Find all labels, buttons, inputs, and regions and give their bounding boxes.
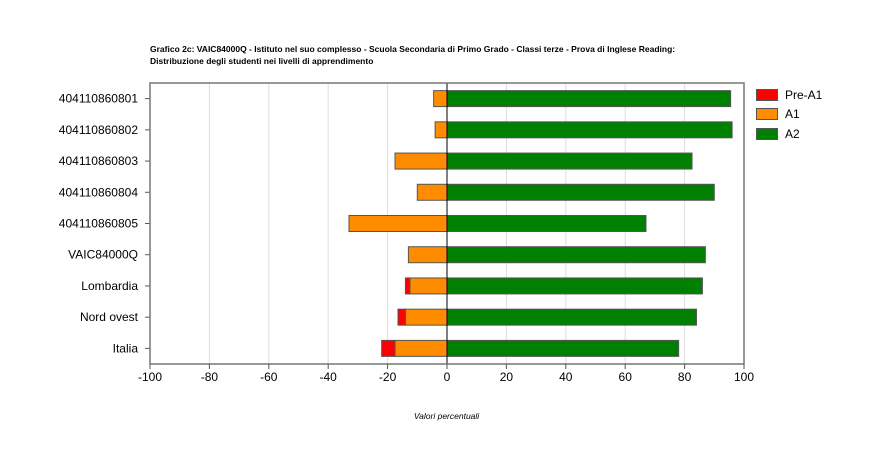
category-label: 404110860805 (59, 217, 139, 231)
bar-a1 (433, 90, 448, 108)
bar-a2 (446, 308, 697, 326)
legend-item-a2: A2 (756, 124, 822, 144)
bar-a2 (446, 90, 732, 108)
category-label: Nord ovest (80, 310, 139, 324)
x-tick-label: 80 (678, 370, 692, 384)
x-tick-label: 40 (559, 370, 573, 384)
category-label: 404110860802 (59, 123, 139, 137)
category-label: VAIC84000Q (68, 248, 138, 262)
bar-a1 (434, 121, 448, 139)
category-label: 404110860801 (59, 92, 139, 106)
legend-swatch-a2 (756, 127, 778, 140)
bar-a1 (394, 152, 448, 170)
legend-label-a2: A2 (785, 126, 800, 141)
x-tick-label: -20 (379, 370, 397, 384)
bar-a1 (409, 277, 448, 295)
bar-a2 (446, 152, 693, 170)
legend-item-pre-a1: Pre-A1 (756, 85, 822, 105)
category-label: Italia (113, 341, 139, 355)
category-label: 404110860803 (59, 154, 139, 168)
legend-swatch-pre-a1 (756, 88, 778, 101)
bar-a1 (394, 339, 448, 357)
bar-pre-a1 (404, 277, 411, 295)
legend-swatch-a1 (756, 108, 778, 121)
bar-a2 (446, 121, 733, 139)
bar-a1 (407, 246, 448, 264)
bar-a1 (348, 215, 448, 232)
bar-a1 (416, 183, 448, 201)
chart-title: Grafico 2c: VAIC84000Q - Istituto nel su… (150, 43, 750, 67)
legend-label-a1: A1 (785, 107, 800, 122)
x-tick-label: -80 (201, 370, 219, 384)
category-label: Lombardia (81, 279, 138, 293)
x-tick-label: 0 (444, 370, 451, 384)
bar-a2 (446, 183, 715, 201)
x-tick-label: 60 (619, 370, 633, 384)
chart-title-line1: Grafico 2c: VAIC84000Q - Istituto nel su… (150, 44, 676, 54)
legend-item-a1: A1 (756, 105, 822, 125)
legend: Pre-A1 A1 A2 (756, 85, 822, 144)
bar-a2 (446, 215, 647, 232)
bar-pre-a1 (397, 308, 406, 326)
x-tick-label: -40 (320, 370, 338, 384)
x-tick-label: -60 (260, 370, 278, 384)
x-tick-label: 100 (734, 370, 754, 384)
bar-a2 (446, 246, 706, 264)
x-tick-label: -100 (138, 370, 162, 384)
bar-a1 (404, 308, 448, 326)
bar-a2 (446, 277, 703, 295)
x-axis-label: Valori percentuali (413, 411, 480, 421)
legend-label-pre-a1: Pre-A1 (785, 87, 823, 102)
chart-title-line2: Distribuzione degli studenti nei livelli… (150, 56, 374, 66)
bar-pre-a1 (381, 339, 396, 357)
category-label: 404110860804 (59, 185, 139, 199)
bar-a2 (446, 339, 680, 357)
x-tick-label: 20 (500, 370, 514, 384)
